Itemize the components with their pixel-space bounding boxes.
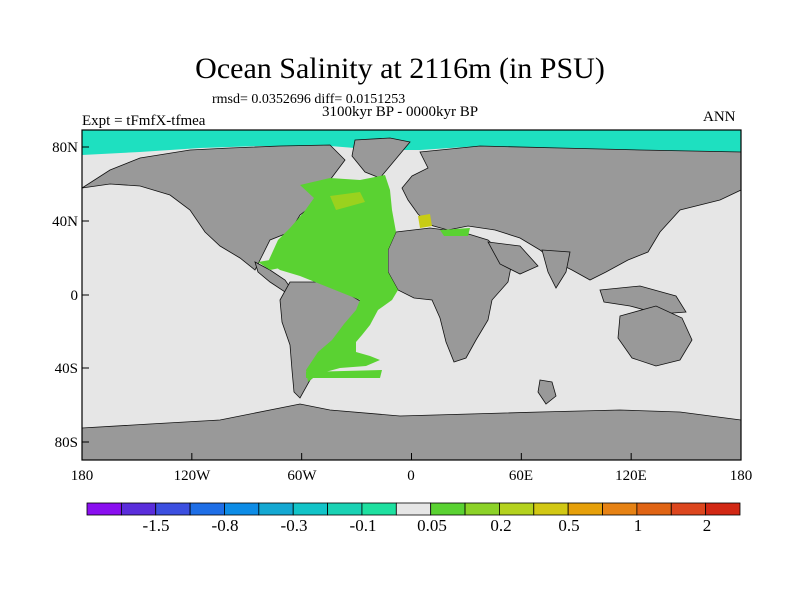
lon-label-0: 0 — [407, 468, 415, 484]
map-plot-area — [82, 130, 741, 460]
colorbar-swatch — [670, 502, 707, 516]
mediterranean-east — [440, 228, 470, 236]
land-australia — [617, 305, 693, 367]
colorbar-swatch — [636, 502, 672, 516]
season-label: ANN — [703, 109, 736, 125]
colorbar-label: -0.3 — [280, 516, 308, 535]
lat-label-40s: 40S — [54, 361, 78, 377]
colorbar-swatch — [567, 502, 603, 516]
arctic-anomaly-region — [82, 130, 741, 155]
lon-label-60e: 60E — [508, 468, 534, 484]
land-eurasia — [401, 145, 741, 281]
colorbar-swatch — [155, 502, 191, 516]
experiment-label: Expt = tFmfX-tfmea — [82, 113, 206, 129]
colorbar-label: 0.5 — [558, 516, 580, 535]
north-atlantic-high — [330, 192, 365, 210]
colorbar-swatch — [533, 502, 569, 516]
colorbar — [86, 502, 741, 516]
land-antarctica — [82, 403, 741, 460]
lat-label-40n: 40N — [52, 214, 78, 230]
map-title: Ocean Salinity at 2116m (in PSU) — [195, 52, 605, 85]
lon-label-120w: 120W — [173, 468, 211, 484]
colorbar-swatch — [602, 502, 638, 516]
colorbar-label: -1.5 — [142, 516, 170, 535]
mediterranean-anomaly — [418, 214, 432, 228]
colorbar-swatch — [499, 502, 535, 516]
colorbar-swatch — [361, 502, 397, 516]
atlantic-anomaly-region — [268, 175, 398, 382]
land-southern-islands — [537, 379, 557, 405]
axis-ticks — [81, 146, 742, 460]
colorbar-swatch — [258, 502, 294, 516]
colorbar-label: 0.2 — [490, 516, 512, 535]
colorbar-label: 1 — [633, 516, 643, 535]
land-india — [541, 249, 571, 289]
land-arabia — [487, 241, 539, 275]
stats-subtitle: rmsd= 0.0352696 diff= 0.0151253 — [212, 92, 406, 107]
colorbar-label: -0.1 — [349, 516, 377, 535]
colorbar-swatch — [705, 502, 741, 516]
colorbar-swatch — [430, 502, 466, 516]
colorbar-swatch — [120, 502, 157, 516]
colorbar-swatch — [395, 502, 432, 516]
lat-label-0: 0 — [70, 288, 79, 304]
lon-label-180e: 180 — [729, 468, 753, 484]
colorbar-swatch — [464, 502, 500, 516]
lat-label-80s: 80S — [54, 435, 78, 451]
lon-label-180w: 180 — [70, 468, 94, 484]
colorbar-label: -0.8 — [211, 516, 239, 535]
colorbar-swatch — [224, 502, 260, 516]
colorbar-swatch — [189, 502, 225, 516]
lat-label-80n: 80N — [52, 140, 78, 156]
caribbean-anomaly — [258, 258, 290, 270]
colorbar-swatch — [292, 502, 328, 516]
colorbar-label: 2 — [702, 516, 712, 535]
colorbar-swatch — [86, 502, 122, 516]
period-subtitle: 3100kyr BP - 0000kyr BP — [322, 104, 479, 120]
southern-atlantic-strip — [306, 370, 382, 378]
colorbar-label: 0.05 — [417, 516, 447, 535]
land-maritime-asia — [599, 285, 687, 315]
lon-label-120e: 120E — [615, 468, 647, 484]
colorbar-swatch — [327, 502, 363, 516]
lon-label-60w: 60W — [287, 468, 317, 484]
land-greenland — [351, 137, 411, 179]
